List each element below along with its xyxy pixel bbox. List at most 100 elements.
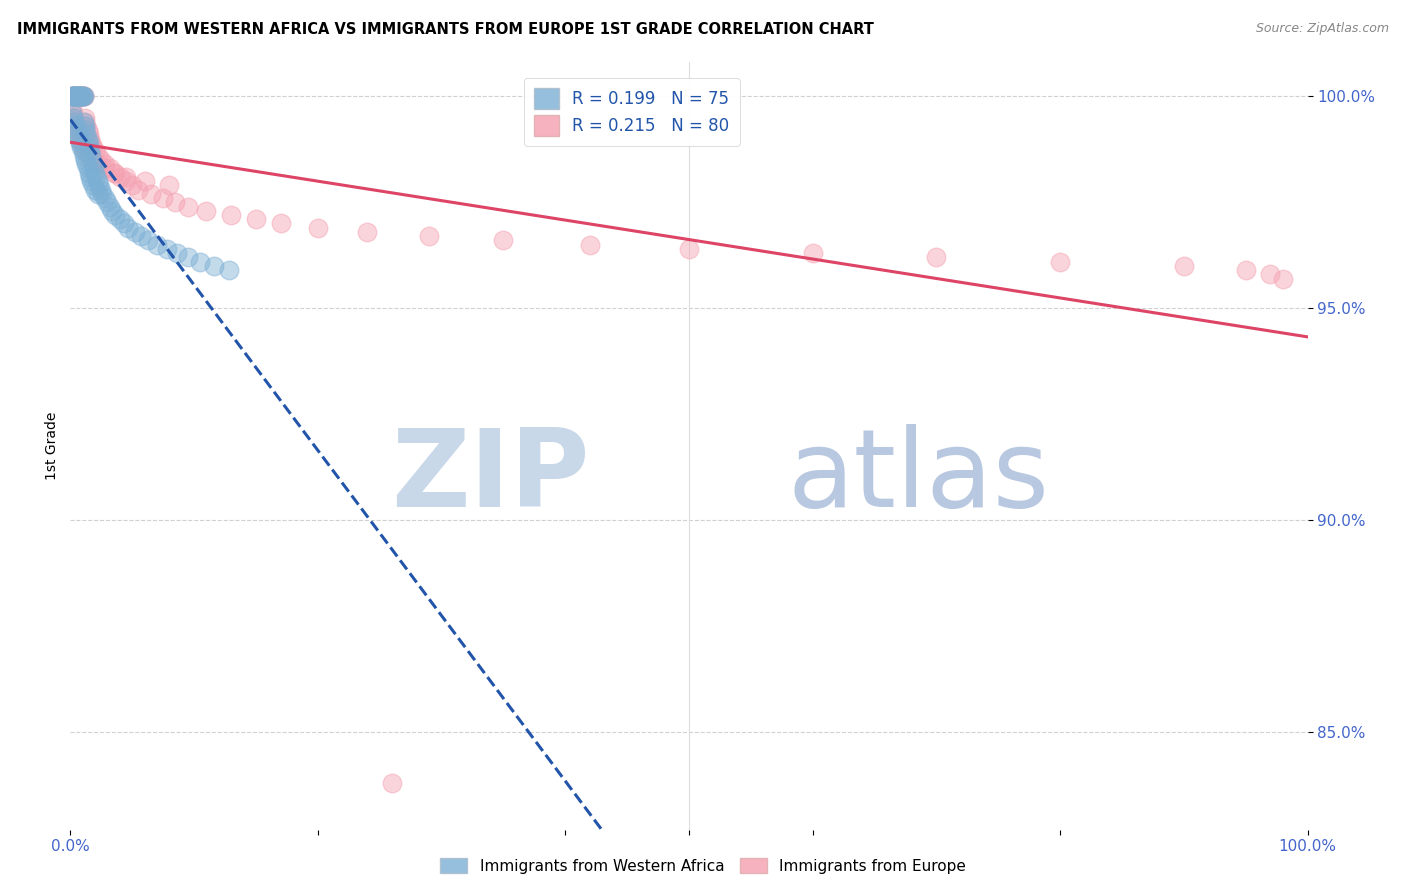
- Point: [69, 136, 91, 150]
- Point: [75, 145, 97, 159]
- Point: [69, 89, 91, 103]
- Point: [77, 128, 100, 142]
- Point: [76, 161, 98, 176]
- Point: [67, 89, 90, 103]
- Point: [76, 123, 98, 137]
- Point: [66, 128, 89, 142]
- Point: [84, 166, 107, 180]
- Point: [77, 149, 100, 163]
- Point: [62, 106, 84, 120]
- Point: [66, 89, 89, 103]
- Point: [72, 89, 94, 103]
- Point: [108, 169, 131, 184]
- Point: [84, 145, 107, 159]
- Point: [84, 169, 107, 184]
- Point: [492, 234, 515, 248]
- Point: [69, 132, 91, 146]
- Point: [83, 161, 105, 176]
- Point: [65, 89, 87, 103]
- Point: [79, 145, 101, 159]
- Point: [66, 89, 89, 103]
- Point: [72, 89, 94, 103]
- Point: [90, 153, 112, 167]
- Point: [177, 251, 200, 265]
- Point: [381, 776, 404, 790]
- Point: [66, 89, 89, 103]
- Point: [75, 123, 97, 137]
- Point: [65, 123, 87, 137]
- Point: [65, 89, 87, 103]
- Point: [65, 115, 87, 129]
- Point: [73, 149, 96, 163]
- Point: [75, 157, 97, 171]
- Point: [579, 237, 602, 252]
- Point: [1260, 268, 1282, 282]
- Point: [70, 89, 93, 103]
- Point: [65, 89, 87, 103]
- Point: [115, 169, 138, 184]
- Point: [1234, 263, 1257, 277]
- Point: [82, 157, 104, 171]
- Point: [104, 166, 127, 180]
- Point: [62, 89, 84, 103]
- Point: [139, 186, 162, 201]
- Point: [101, 203, 124, 218]
- Point: [177, 200, 200, 214]
- Point: [129, 229, 152, 244]
- Point: [69, 89, 91, 103]
- Point: [69, 89, 91, 103]
- Point: [218, 263, 240, 277]
- Point: [156, 242, 179, 256]
- Point: [801, 246, 824, 260]
- Point: [63, 89, 86, 103]
- Point: [62, 89, 84, 103]
- Point: [87, 178, 110, 193]
- Text: atlas: atlas: [787, 424, 1050, 530]
- Point: [73, 115, 96, 129]
- Point: [307, 220, 329, 235]
- Legend: R = 0.199   N = 75, R = 0.215   N = 80: R = 0.199 N = 75, R = 0.215 N = 80: [524, 78, 740, 145]
- Point: [127, 183, 149, 197]
- Point: [60, 89, 83, 103]
- Point: [94, 191, 117, 205]
- Point: [75, 128, 97, 142]
- Point: [67, 89, 90, 103]
- Point: [678, 242, 700, 256]
- Point: [121, 178, 143, 193]
- Point: [166, 246, 188, 260]
- Point: [86, 186, 108, 201]
- Point: [70, 136, 93, 150]
- Point: [80, 174, 103, 188]
- Point: [62, 89, 84, 103]
- Point: [60, 102, 83, 116]
- Point: [91, 186, 114, 201]
- Point: [67, 89, 90, 103]
- Point: [82, 178, 104, 193]
- Point: [70, 89, 93, 103]
- Point: [67, 89, 90, 103]
- Point: [77, 136, 100, 150]
- Point: [66, 123, 89, 137]
- Point: [70, 140, 93, 154]
- Point: [75, 111, 97, 125]
- Point: [115, 174, 138, 188]
- Text: ZIP: ZIP: [391, 424, 591, 530]
- Point: [72, 89, 94, 103]
- Point: [136, 234, 159, 248]
- Point: [62, 111, 84, 125]
- Point: [86, 149, 108, 163]
- Point: [75, 119, 97, 133]
- Point: [1049, 254, 1071, 268]
- Point: [65, 89, 87, 103]
- Point: [63, 89, 86, 103]
- Point: [66, 89, 89, 103]
- Point: [79, 132, 101, 146]
- Point: [80, 149, 103, 163]
- Point: [82, 140, 104, 154]
- Point: [60, 106, 83, 120]
- Point: [72, 140, 94, 154]
- Point: [165, 195, 187, 210]
- Point: [77, 140, 100, 154]
- Point: [270, 217, 292, 231]
- Point: [96, 195, 118, 210]
